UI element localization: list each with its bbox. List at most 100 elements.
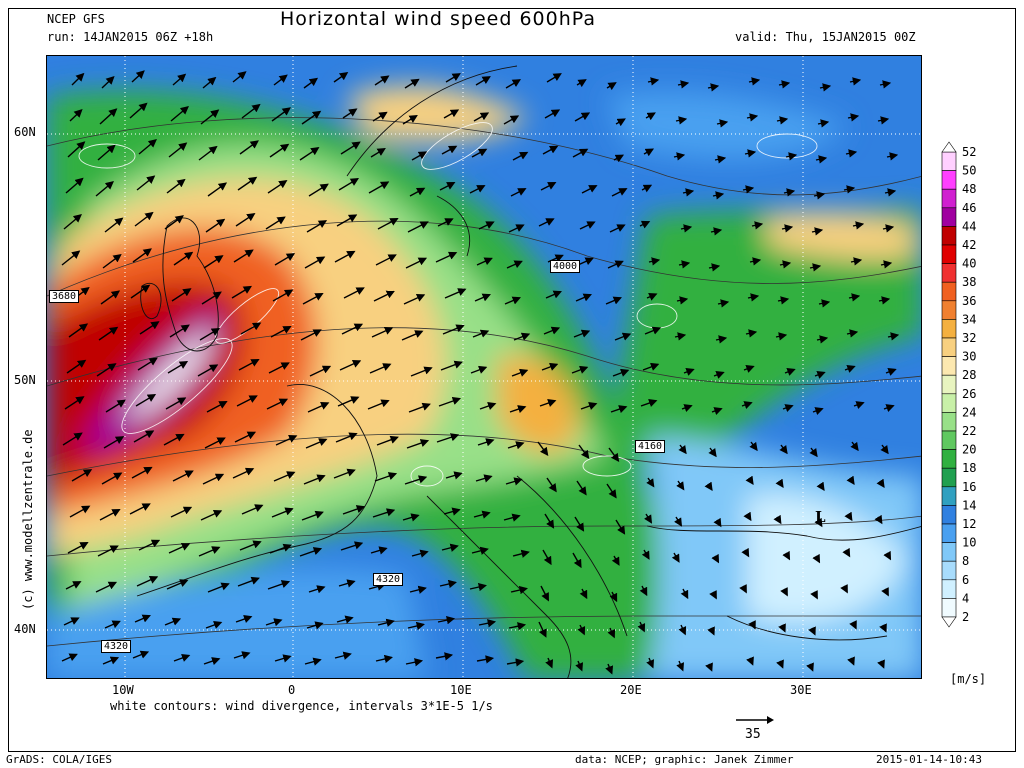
legend-swatch (941, 170, 957, 190)
wind-vector-arrow (301, 510, 324, 521)
wind-vector-arrow (96, 363, 117, 377)
wind-vector-arrow (579, 588, 588, 600)
wind-vector-arrow (164, 617, 182, 626)
wind-vector-arrow (680, 224, 693, 233)
wind-vector-arrow (271, 507, 294, 518)
wind-vector-arrow (241, 103, 261, 119)
wind-vector-arrow (299, 547, 323, 557)
wind-vector-arrow (172, 470, 194, 482)
wind-vector-arrow (778, 80, 791, 89)
wind-vector-arrow (779, 260, 792, 269)
legend-swatch (941, 542, 957, 562)
legend-level-label: 26 (962, 387, 976, 401)
wind-vector-arrow (842, 547, 851, 558)
wind-vector-arrow (63, 214, 82, 230)
legend-level-label: 32 (962, 331, 976, 345)
wind-vector-arrow (783, 188, 796, 197)
wind-vector-arrow (98, 326, 119, 341)
wind-vector-arrow (843, 185, 856, 194)
wind-vector-arrow (611, 555, 620, 566)
wind-vector-arrow (375, 254, 397, 266)
legend-level-label: 20 (962, 443, 976, 457)
legend-top-triangle (941, 141, 957, 153)
wind-vector-arrow (301, 110, 322, 125)
wind-vector-arrow (372, 508, 396, 518)
divergence-contours (78, 122, 818, 487)
wind-vector-arrow (817, 119, 830, 128)
wind-vector-arrow (275, 435, 298, 446)
wind-vector-arrow (269, 543, 292, 554)
wind-vector-arrow (270, 325, 292, 338)
wind-vector-arrow (445, 73, 461, 83)
wind-vector-arrow (440, 360, 463, 371)
wind-vector-arrow (641, 184, 653, 193)
wind-vector-arrow (739, 584, 747, 594)
wind-vector-arrow (437, 616, 456, 625)
wind-vector-arrow (748, 77, 761, 86)
wind-vector-arrow (845, 149, 858, 158)
wind-vector-arrow (543, 326, 561, 335)
watermark: (c) www.modellzentrale.de (21, 429, 35, 610)
wind-vector-arrow (402, 114, 418, 125)
wind-vector-arrow (474, 293, 491, 302)
wind-vector-arrow (207, 582, 230, 593)
wind-vector-arrow (707, 626, 715, 636)
wind-vector-arrow (852, 221, 865, 230)
wind-vector-arrow (169, 324, 190, 338)
wind-vector-arrow (166, 178, 186, 194)
run-info: run: 14JAN2015 06Z +18h (47, 30, 214, 44)
wind-vector-arrow (778, 623, 786, 633)
wind-vector-arrow (611, 188, 628, 197)
wind-vector-arrow (168, 542, 191, 554)
wind-vector-arrow (136, 575, 159, 587)
legend-level-label: 50 (962, 164, 976, 178)
wind-vector-arrow (236, 395, 258, 407)
wind-vector-arrow (609, 224, 626, 233)
timestamp: 2015-01-14-10:43 (876, 753, 982, 766)
wind-vector-arrow (97, 144, 116, 161)
wind-vector-arrow (407, 221, 429, 233)
wind-vector-arrow (614, 332, 632, 341)
legend-level-label: 48 (962, 182, 976, 196)
wind-vector-arrow (546, 73, 562, 83)
wind-vector-arrow (850, 257, 863, 266)
wind-vector-arrow (741, 547, 750, 558)
wind-vector-arrow (268, 362, 290, 374)
wind-vector-arrow (818, 299, 831, 308)
wind-vector-arrow (811, 227, 824, 236)
legend-level-label: 40 (962, 257, 976, 271)
wind-vector-arrow (233, 249, 254, 263)
wind-vector-arrow (203, 255, 224, 269)
wind-vector-arrow (503, 513, 521, 522)
wind-vector-arrow (105, 399, 126, 413)
wind-vector-arrow (406, 439, 430, 449)
wind-vector-arrow (746, 656, 754, 666)
wind-vector-arrow (879, 623, 887, 633)
coastlines (136, 65, 921, 678)
wind-vector-arrow (673, 152, 686, 161)
wind-vector-arrow (469, 582, 487, 592)
contour-label-4000: 4000 (550, 260, 581, 273)
wind-vector-arrow (205, 620, 223, 629)
lon-label-0: 0 (288, 683, 296, 697)
wind-vector-arrow (66, 359, 87, 374)
wind-vector-arrow (202, 473, 225, 485)
legend-level-label: 22 (962, 424, 976, 438)
wind-vector-arrow (168, 142, 188, 158)
wind-vector-arrow (741, 401, 753, 409)
legend-level-label: 30 (962, 350, 976, 364)
wind-vector-arrow (234, 431, 257, 443)
wind-vector-arrow (715, 335, 728, 344)
wind-vector-arrow (334, 651, 352, 660)
legend-level-label: 2 (962, 610, 969, 624)
wind-vector-arrow (641, 549, 650, 560)
wind-vector-arrow (577, 624, 586, 636)
legend-level-label: 12 (962, 517, 976, 531)
wind-vector-arrow (505, 477, 523, 486)
legend-swatch (941, 374, 957, 395)
wind-vector-arrow (646, 657, 655, 669)
wind-vector-arrow (880, 260, 893, 269)
wind-vector-arrow (880, 444, 889, 455)
reference-arrow-value: 35 (745, 727, 761, 742)
wind-vector-arrow (705, 662, 713, 672)
